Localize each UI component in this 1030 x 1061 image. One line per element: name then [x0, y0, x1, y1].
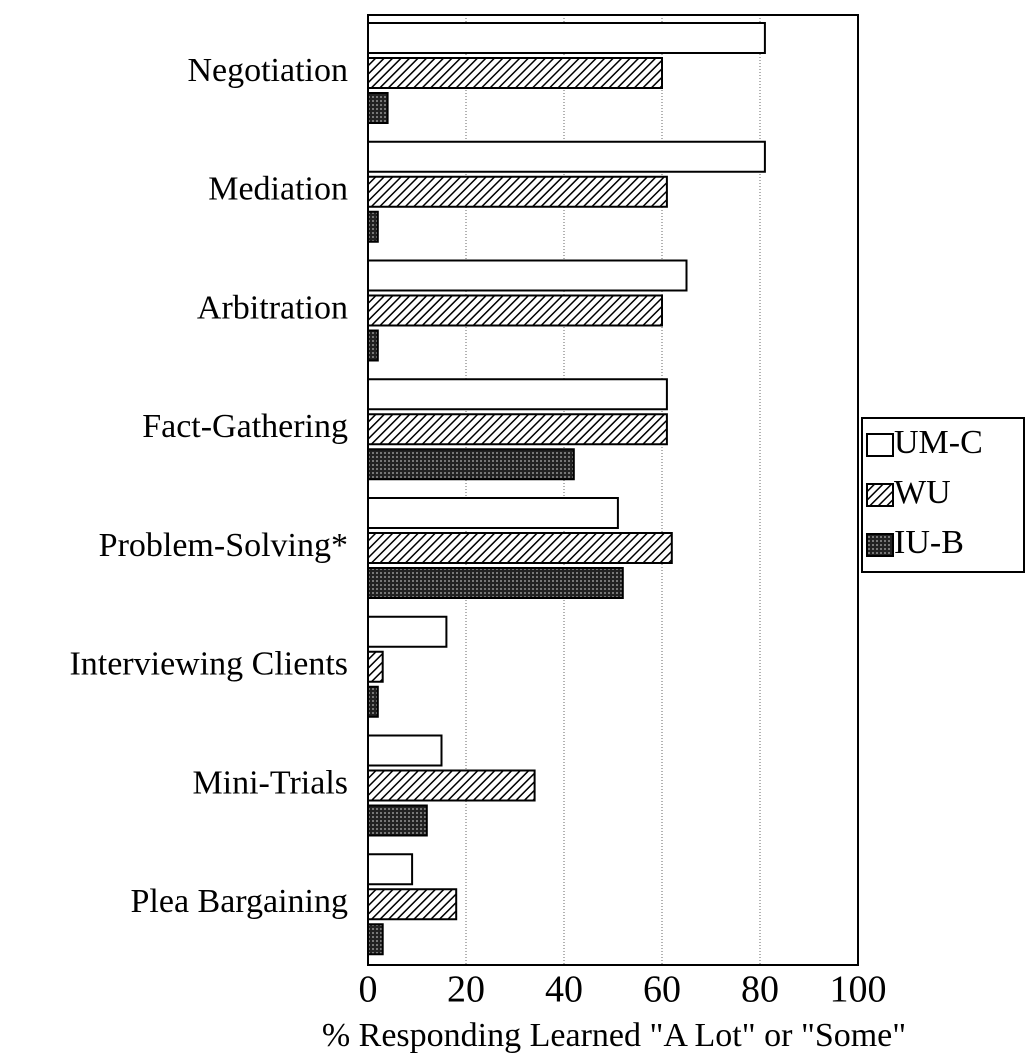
bar: [367, 734, 443, 767]
bar: [367, 888, 458, 921]
category-label: Mini-Trials: [192, 764, 348, 801]
x-tick-label: 100: [830, 969, 887, 1011]
bar: [367, 259, 688, 292]
bar: [367, 57, 663, 89]
bar: [367, 413, 668, 446]
bar: [367, 497, 619, 529]
bar: [367, 329, 379, 362]
bar: [367, 140, 766, 173]
category-label: Plea Bargaining: [131, 883, 349, 920]
legend-label: WU: [894, 474, 951, 511]
bar: [367, 210, 379, 243]
category-label: Problem-Solving*: [99, 527, 348, 564]
category-label: Mediation: [208, 171, 348, 208]
x-tick-label: 40: [545, 969, 583, 1011]
bar: [367, 804, 428, 837]
legend-swatch: [866, 533, 894, 557]
x-tick-label: 20: [447, 969, 485, 1011]
bar: [367, 923, 384, 956]
bar: [367, 92, 389, 124]
bar: [367, 853, 414, 886]
bar: [367, 532, 673, 564]
category-label: Arbitration: [197, 289, 348, 326]
bar: [367, 175, 668, 208]
x-tick-label: 60: [643, 969, 681, 1011]
bar: [367, 378, 668, 411]
plot-frame: [367, 14, 859, 966]
bar: [367, 650, 384, 683]
bar: [367, 615, 448, 648]
legend-label: UM-C: [894, 424, 983, 461]
legend-label: IU-B: [894, 524, 964, 561]
bar: [367, 294, 663, 327]
category-label: Interviewing Clients: [69, 646, 348, 683]
bar: [367, 567, 624, 599]
x-tick-label: 0: [359, 969, 378, 1011]
bar: [367, 22, 766, 54]
category-label: Negotiation: [187, 52, 348, 89]
bar: [367, 685, 379, 718]
bar: [367, 448, 575, 481]
legend-swatch: [866, 483, 894, 507]
bar: [367, 769, 536, 802]
x-tick-label: 80: [741, 969, 779, 1011]
legend-swatch: [866, 433, 894, 457]
category-label: Fact-Gathering: [142, 408, 348, 445]
x-axis-label: % Responding Learned "A Lot" or "Some": [322, 1017, 906, 1054]
